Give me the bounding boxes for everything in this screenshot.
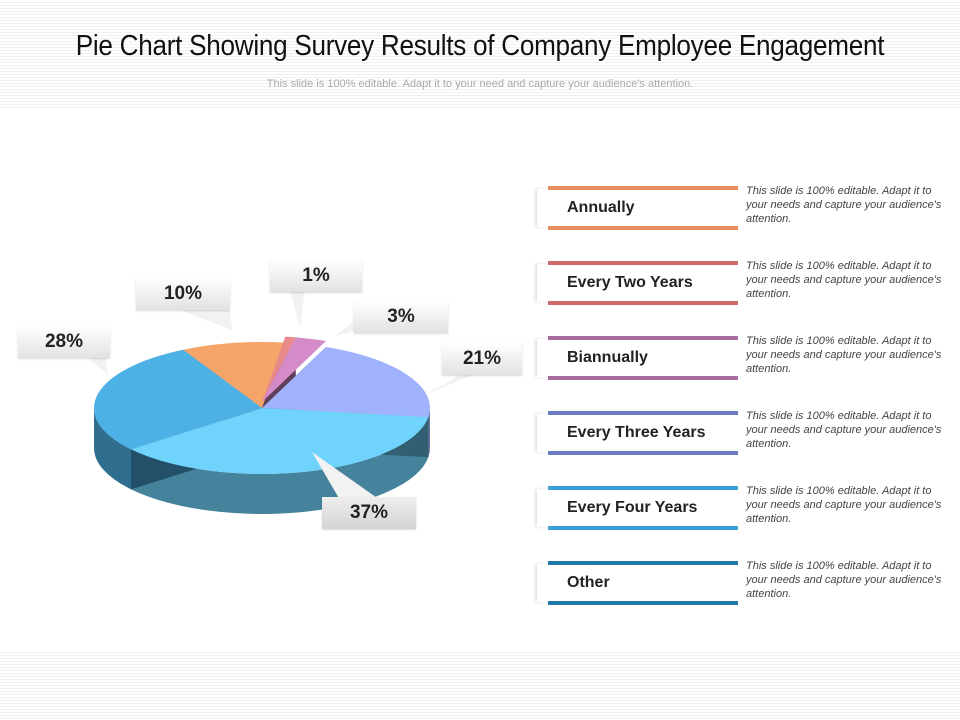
legend-bar-top xyxy=(548,336,738,340)
legend-item: Every Three Years This slide is 100% edi… xyxy=(537,410,941,455)
legend-label: Every Three Years xyxy=(567,424,706,441)
slice-every-two-years xyxy=(262,336,296,402)
slice-other xyxy=(94,349,263,450)
slice-biannually xyxy=(262,337,327,402)
slice-label-biannually: 3% xyxy=(354,301,448,333)
legend-box xyxy=(537,189,737,227)
legend-item: Annually This slide is 100% editable. Ad… xyxy=(537,185,941,230)
legend-item: Other This slide is 100% editable. Adapt… xyxy=(537,560,941,605)
slice-side-every-three-years xyxy=(428,408,431,458)
slice-side-other xyxy=(94,408,132,490)
legend-box xyxy=(537,414,737,452)
page-title: Pie Chart Showing Survey Results of Comp… xyxy=(75,30,885,62)
footer-background xyxy=(0,650,960,720)
legend-description: This slide is 100% editable. Adapt it to… xyxy=(746,485,942,525)
label-pointer-other xyxy=(85,355,108,375)
slice-every-four-years xyxy=(131,408,429,475)
legend-bar-bottom xyxy=(548,526,738,530)
legend-label: Every Two Years xyxy=(567,274,693,291)
legend-label: Every Four Years xyxy=(567,499,698,516)
legend-item: Every Two Years This slide is 100% edita… xyxy=(537,260,941,305)
legend-bar-bottom xyxy=(548,451,738,455)
legend-bar-bottom xyxy=(548,601,738,605)
legend-bar-bottom xyxy=(548,301,738,305)
slice-label-every-three-years: 21% xyxy=(442,343,522,375)
legend-bar-top xyxy=(548,261,738,265)
legend-item: Biannually This slide is 100% editable. … xyxy=(537,335,941,380)
legend-item: Every Four Years This slide is 100% edit… xyxy=(537,485,941,530)
legend-label: Biannually xyxy=(567,349,648,366)
legend-box xyxy=(537,339,737,377)
label-pointer-every-two-years xyxy=(290,290,305,328)
legend-box xyxy=(537,489,737,527)
slice-annually xyxy=(183,342,286,408)
legend-label: Other xyxy=(567,574,610,591)
slice-label-every-two-years: 1% xyxy=(270,260,362,292)
label-pointer-every-three-years xyxy=(425,372,480,395)
legend-bar-top xyxy=(548,561,738,565)
legend-label: Annually xyxy=(567,199,635,216)
legend-description: This slide is 100% editable. Adapt it to… xyxy=(746,185,942,225)
label-pointer-every-four-years xyxy=(312,452,380,500)
legend-box xyxy=(537,564,737,602)
legend-bar-bottom xyxy=(548,376,738,380)
legend-description: This slide is 100% editable. Adapt it to… xyxy=(746,410,942,450)
slice-label-other: 28% xyxy=(18,326,110,358)
legend-description: This slide is 100% editable. Adapt it to… xyxy=(746,335,942,375)
header-background xyxy=(0,0,960,110)
legend-bar-top xyxy=(548,486,738,490)
slice-every-three-years xyxy=(262,346,430,418)
slice-label-every-four-years: 37% xyxy=(322,497,416,529)
label-pointer-annually xyxy=(180,310,232,330)
legend-bar-bottom xyxy=(548,226,738,230)
page-subtitle: This slide is 100% editable. Adapt it to… xyxy=(266,78,694,90)
slice-label-annually: 10% xyxy=(136,278,230,310)
legend-bar-top xyxy=(548,411,738,415)
legend-description: This slide is 100% editable. Adapt it to… xyxy=(746,560,942,600)
legend-bar-top xyxy=(548,186,738,190)
legend-description: This slide is 100% editable. Adapt it to… xyxy=(746,260,942,300)
legend-box xyxy=(537,264,737,302)
